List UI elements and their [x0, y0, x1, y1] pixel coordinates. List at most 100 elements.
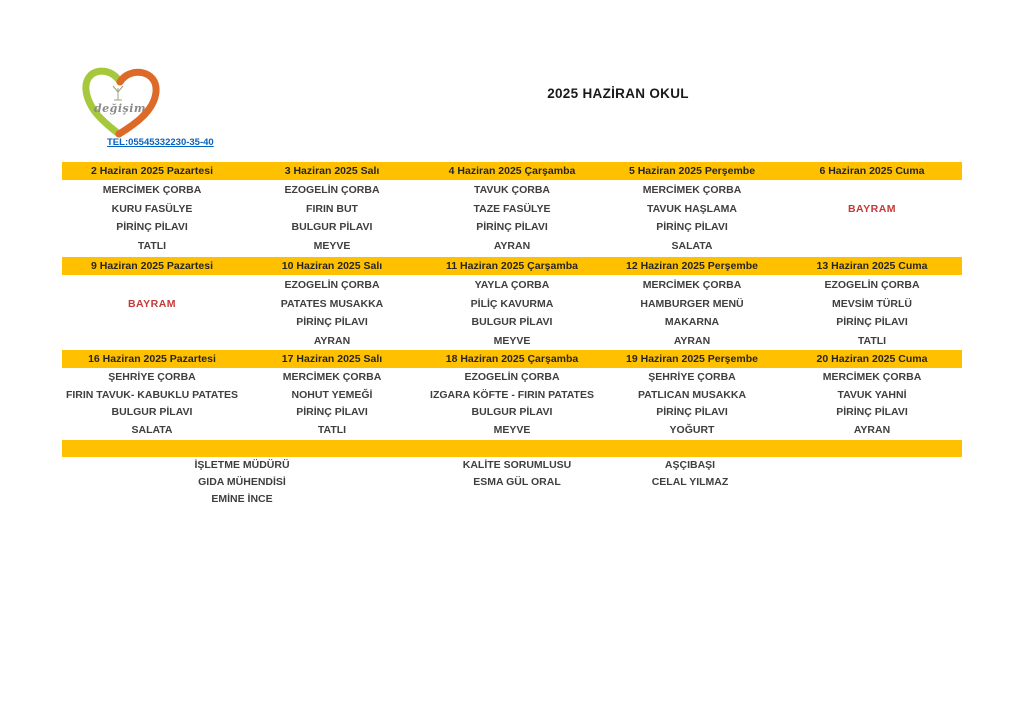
menu-day-cell: TAVUK ÇORBA TAZE FASÜLYE PİRİNÇ PİLAVI A… [422, 180, 602, 257]
menu-item: AYRAN [673, 334, 711, 347]
menu-item: MEYVE [313, 239, 351, 252]
menu-item: BULGUR PİLAVI [291, 221, 373, 233]
menu-item: PİRİNÇ PİLAVI [116, 221, 188, 233]
menu-week-row-3: ŞEHRİYE ÇORBA FIRIN TAVUK- KABUKLU PATAT… [62, 368, 962, 440]
menu-item: TATLI [857, 334, 887, 347]
menu-day-cell: MERCİMEK ÇORBA TAVUK HAŞLAMA PİRİNÇ PİLA… [602, 180, 782, 257]
menu-item: MAKARNA [664, 316, 720, 328]
menu-item: FIRIN BUT [306, 202, 358, 215]
menu-day-cell-bayram: BAYRAM [62, 275, 242, 350]
date-cell: 17 Haziran 2025 Salı [281, 353, 383, 365]
menu-item: SALATA [131, 423, 173, 436]
date-header-row-week2: 9 Haziran 2025 Pazartesi 10 Haziran 2025… [62, 257, 962, 275]
menu-week-row-2: BAYRAM EZOGELİN ÇORBA PATATES MUSAKKA Pİ… [62, 275, 962, 350]
page-title: 2025 HAZİRAN OKUL [547, 86, 689, 101]
phone-link[interactable]: TEL:05545332230-35-40 [107, 137, 214, 148]
menu-day-cell: MERCİMEK ÇORBA HAMBURGER MENÜ MAKARNA AY… [602, 275, 782, 350]
menu-item: NOHUT YEMEĞİ [291, 388, 373, 401]
menu-item: BULGUR PİLAVI [471, 406, 553, 418]
date-cell: 18 Haziran 2025 Çarşamba [445, 353, 579, 365]
heart-logo-icon [82, 67, 160, 138]
menu-item: PİLİÇ KAVURMA [470, 297, 554, 310]
menu-item: PİRİNÇ PİLAVI [296, 406, 368, 418]
date-cell: 2 Haziran 2025 Pazartesi [91, 165, 213, 177]
signature-block-manager: İŞLETME MÜDÜRÜ GIDA MÜHENDİSİ EMİNE İNCE [132, 457, 352, 508]
menu-item: BULGUR PİLAVI [471, 316, 553, 328]
brand-name: değişim [93, 102, 147, 115]
menu-item: MERCİMEK ÇORBA [822, 371, 922, 383]
menu-item: MERCİMEK ÇORBA [642, 279, 742, 291]
signature-line: GIDA MÜHENDİSİ [198, 476, 286, 488]
signature-line: ESMA GÜL ORAL [473, 476, 561, 488]
menu-item: MEVSİM TÜRLÜ [832, 297, 912, 310]
signature-line: EMİNE İNCE [211, 493, 273, 505]
date-cell: 11 Haziran 2025 Çarşamba [446, 260, 578, 272]
menu-item: AYRAN [493, 239, 531, 252]
menu-item: YOĞURT [669, 423, 715, 436]
date-header-row-week3: 16 Haziran 2025 Pazartesi 17 Haziran 202… [62, 350, 962, 368]
menu-week-row-1: MERCİMEK ÇORBA KURU FASÜLYE PİRİNÇ PİLAV… [62, 180, 962, 257]
date-cell: 20 Haziran 2025 Cuma [816, 353, 928, 365]
menu-item: TAVUK ÇORBA [473, 184, 551, 196]
menu-item: EZOGELİN ÇORBA [824, 279, 920, 291]
menu-item: ŞEHRİYE ÇORBA [648, 371, 736, 383]
menu-item: MERCİMEK ÇORBA [642, 184, 742, 196]
menu-day-cell-bayram: BAYRAM [782, 180, 962, 257]
menu-item: TAZE FASÜLYE [473, 202, 551, 215]
menu-item: IZGARA KÖFTE - FIRIN PATATES [430, 388, 594, 401]
brand-logo: değişim [74, 62, 166, 140]
bayram-label: BAYRAM [847, 203, 897, 215]
menu-day-cell: EZOGELİN ÇORBA MEVSİM TÜRLÜ PİRİNÇ PİLAV… [782, 275, 962, 350]
menu-item: SALATA [671, 239, 713, 252]
menu-item: PATLICAN MUSAKKA [637, 388, 747, 401]
menu-item: PİRİNÇ PİLAVI [836, 316, 908, 328]
date-cell: 19 Haziran 2025 Perşembe [626, 353, 758, 365]
menu-item: MEYVE [493, 423, 531, 436]
menu-item: AYRAN [313, 334, 351, 347]
logo-doodle-icon [112, 85, 124, 101]
menu-item: PİRİNÇ PİLAVI [836, 406, 908, 418]
date-cell: 10 Haziran 2025 Salı [281, 260, 383, 272]
menu-table: 2 Haziran 2025 Pazartesi 3 Haziran 2025 … [62, 162, 962, 457]
signature-block-chef: AŞÇIBAŞI CELAL YILMAZ [580, 457, 800, 491]
date-cell: 3 Haziran 2025 Salı [284, 165, 380, 177]
menu-item: MEYVE [493, 334, 531, 347]
date-cell: 6 Haziran 2025 Cuma [819, 165, 925, 177]
menu-item: FIRIN TAVUK- KABUKLU PATATES [65, 388, 239, 401]
menu-day-cell: EZOGELİN ÇORBA FIRIN BUT BULGUR PİLAVI M… [242, 180, 422, 257]
bottom-yellow-band [62, 440, 962, 457]
menu-day-cell: EZOGELİN ÇORBA IZGARA KÖFTE - FIRIN PATA… [422, 368, 602, 440]
menu-item: BULGUR PİLAVI [111, 406, 193, 418]
menu-item: HAMBURGER MENÜ [640, 297, 744, 310]
menu-item: KURU FASÜLYE [111, 202, 193, 215]
menu-day-cell: ŞEHRİYE ÇORBA FIRIN TAVUK- KABUKLU PATAT… [62, 368, 242, 440]
menu-item: PİRİNÇ PİLAVI [296, 316, 368, 328]
signature-line: KALİTE SORUMLUSU [462, 459, 572, 471]
signature-block-quality: KALİTE SORUMLUSU ESMA GÜL ORAL [407, 457, 627, 491]
signature-line: CELAL YILMAZ [651, 476, 729, 488]
date-cell: 16 Haziran 2025 Pazartesi [88, 353, 216, 365]
menu-item: EZOGELİN ÇORBA [464, 371, 560, 383]
menu-item: YAYLA ÇORBA [474, 279, 550, 291]
signature-line: İŞLETME MÜDÜRÜ [194, 459, 290, 471]
menu-day-cell: YAYLA ÇORBA PİLİÇ KAVURMA BULGUR PİLAVI … [422, 275, 602, 350]
menu-day-cell: EZOGELİN ÇORBA PATATES MUSAKKA PİRİNÇ Pİ… [242, 275, 422, 350]
menu-item: PİRİNÇ PİLAVI [656, 406, 728, 418]
date-cell: 13 Haziran 2025 Cuma [816, 260, 928, 272]
menu-item: MERCİMEK ÇORBA [102, 184, 202, 196]
menu-item: TATLI [317, 423, 347, 436]
menu-day-cell: MERCİMEK ÇORBA NOHUT YEMEĞİ PİRİNÇ PİLAV… [242, 368, 422, 440]
menu-day-cell: MERCİMEK ÇORBA KURU FASÜLYE PİRİNÇ PİLAV… [62, 180, 242, 257]
menu-item: PATATES MUSAKKA [280, 297, 384, 310]
date-cell: 5 Haziran 2025 Perşembe [628, 165, 756, 177]
menu-item: PİRİNÇ PİLAVI [476, 221, 548, 233]
menu-item: PİRİNÇ PİLAVI [656, 221, 728, 233]
menu-item: AYRAN [853, 423, 891, 436]
menu-item: EZOGELİN ÇORBA [284, 184, 380, 196]
menu-item: EZOGELİN ÇORBA [284, 279, 380, 291]
menu-item: ŞEHRİYE ÇORBA [108, 371, 196, 383]
date-header-row-week1: 2 Haziran 2025 Pazartesi 3 Haziran 2025 … [62, 162, 962, 180]
menu-item: MERCİMEK ÇORBA [282, 371, 382, 383]
date-cell: 9 Haziran 2025 Pazartesi [91, 260, 213, 272]
menu-day-cell: ŞEHRİYE ÇORBA PATLICAN MUSAKKA PİRİNÇ Pİ… [602, 368, 782, 440]
